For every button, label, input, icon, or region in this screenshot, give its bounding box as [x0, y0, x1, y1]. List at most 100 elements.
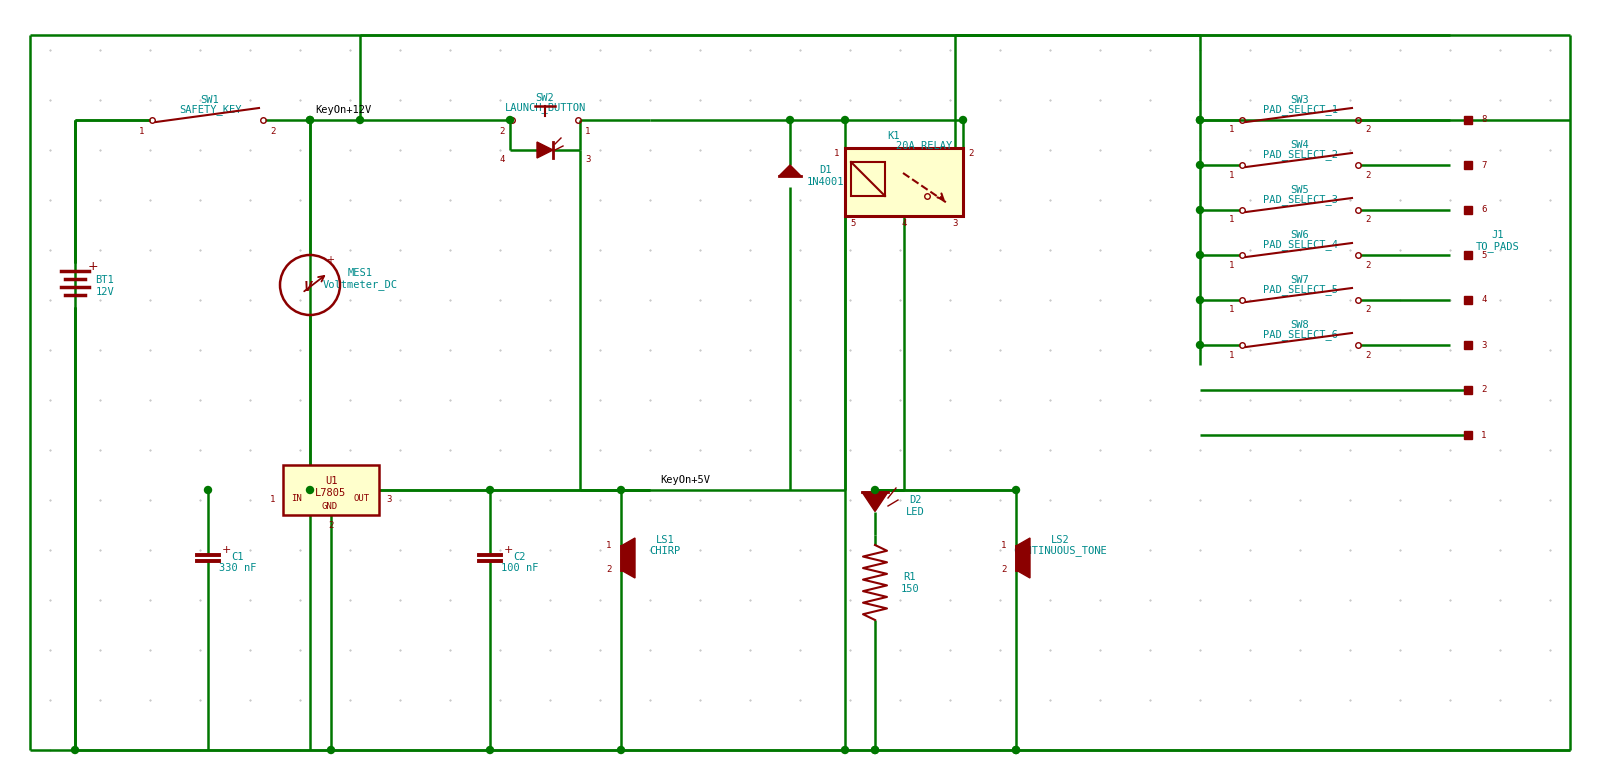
- Text: 4: 4: [901, 220, 907, 228]
- Text: 20A RELAY: 20A RELAY: [896, 141, 952, 151]
- Circle shape: [842, 117, 848, 124]
- Circle shape: [872, 747, 878, 754]
- Text: 7: 7: [1482, 160, 1486, 170]
- Circle shape: [357, 117, 363, 124]
- Text: 6: 6: [1482, 206, 1486, 214]
- Text: CONTINUOUS_TONE: CONTINUOUS_TONE: [1013, 546, 1107, 557]
- Text: KeyOn+12V: KeyOn+12V: [315, 105, 371, 115]
- Text: K1: K1: [888, 131, 901, 141]
- Text: SW1: SW1: [200, 95, 219, 105]
- Circle shape: [1197, 296, 1203, 303]
- Text: 4: 4: [499, 156, 504, 164]
- Text: U1: U1: [325, 476, 338, 486]
- Text: J1: J1: [1491, 230, 1504, 240]
- Text: PAD_SELECT_2: PAD_SELECT_2: [1262, 149, 1338, 160]
- Text: GND: GND: [322, 502, 338, 511]
- Circle shape: [507, 117, 514, 124]
- Text: KeyOn+5V: KeyOn+5V: [661, 475, 710, 485]
- Text: 2: 2: [1365, 125, 1371, 135]
- Text: 1: 1: [1229, 216, 1235, 224]
- Text: 100 nF: 100 nF: [501, 563, 539, 573]
- Circle shape: [486, 486, 493, 493]
- Text: 1: 1: [1002, 541, 1006, 551]
- Text: V: V: [304, 280, 312, 294]
- Circle shape: [307, 486, 314, 493]
- Circle shape: [872, 747, 878, 754]
- Text: SW3: SW3: [1291, 95, 1309, 105]
- Text: 2: 2: [270, 127, 275, 137]
- Text: PAD_SELECT_4: PAD_SELECT_4: [1262, 239, 1338, 250]
- Circle shape: [307, 117, 314, 124]
- Text: D2: D2: [909, 495, 922, 505]
- Text: MES1: MES1: [347, 268, 373, 278]
- Text: 8: 8: [1482, 116, 1486, 124]
- Text: CHIRP: CHIRP: [650, 546, 680, 556]
- Circle shape: [618, 486, 624, 493]
- Circle shape: [205, 486, 211, 493]
- Text: PAD_SELECT_6: PAD_SELECT_6: [1262, 329, 1338, 340]
- Text: 2: 2: [968, 149, 974, 157]
- Text: 1: 1: [1229, 306, 1235, 314]
- Text: 1: 1: [1229, 350, 1235, 360]
- Text: 3: 3: [1482, 340, 1486, 350]
- Text: LS1: LS1: [656, 535, 674, 545]
- Text: SW5: SW5: [1291, 185, 1309, 195]
- Circle shape: [1197, 206, 1203, 213]
- Text: +: +: [504, 545, 514, 555]
- Text: 1: 1: [586, 127, 590, 137]
- Text: 150: 150: [901, 584, 920, 594]
- Text: LS2: LS2: [1051, 535, 1069, 545]
- Polygon shape: [862, 492, 888, 511]
- Circle shape: [960, 117, 966, 124]
- Text: +: +: [222, 545, 232, 555]
- Bar: [851, 162, 885, 196]
- Text: C2: C2: [514, 552, 526, 562]
- Text: 1: 1: [1229, 170, 1235, 180]
- Circle shape: [1197, 342, 1203, 349]
- Text: 1: 1: [1229, 260, 1235, 270]
- Text: 3: 3: [952, 220, 958, 228]
- Circle shape: [842, 747, 848, 754]
- Text: IN: IN: [291, 494, 302, 503]
- Circle shape: [1013, 747, 1019, 754]
- Circle shape: [72, 747, 78, 754]
- Text: LED: LED: [906, 507, 925, 517]
- Text: 5: 5: [850, 220, 856, 228]
- Text: SW2: SW2: [536, 93, 554, 103]
- Bar: [283, 465, 379, 515]
- Text: PAD_SELECT_3: PAD_SELECT_3: [1262, 195, 1338, 206]
- Text: 1: 1: [270, 496, 275, 504]
- Text: Voltmeter_DC: Voltmeter_DC: [323, 279, 397, 290]
- Circle shape: [328, 747, 334, 754]
- Text: TO_PADS: TO_PADS: [1477, 242, 1520, 253]
- Text: 1: 1: [1229, 125, 1235, 135]
- Circle shape: [872, 486, 878, 493]
- Circle shape: [307, 117, 314, 124]
- Text: L7805: L7805: [315, 488, 347, 498]
- Polygon shape: [779, 165, 802, 176]
- Text: LAUNCH_BUTTON: LAUNCH_BUTTON: [504, 102, 586, 113]
- Text: 2: 2: [606, 565, 611, 575]
- Circle shape: [618, 747, 624, 754]
- Polygon shape: [1016, 538, 1030, 578]
- Circle shape: [1197, 162, 1203, 168]
- Text: 2: 2: [1365, 170, 1371, 180]
- Text: 2: 2: [1482, 386, 1486, 394]
- Text: 2: 2: [1365, 306, 1371, 314]
- Text: 5: 5: [1482, 250, 1486, 260]
- Text: OUT: OUT: [354, 494, 370, 503]
- Text: SAFETY_KEY: SAFETY_KEY: [179, 105, 242, 116]
- Text: 330 nF: 330 nF: [219, 563, 256, 573]
- Text: 1: 1: [139, 127, 144, 137]
- Text: +: +: [88, 260, 98, 274]
- Text: 2: 2: [1002, 565, 1006, 575]
- Text: 2: 2: [1365, 350, 1371, 360]
- Polygon shape: [538, 142, 554, 158]
- Circle shape: [1197, 117, 1203, 124]
- Circle shape: [1013, 486, 1019, 493]
- Circle shape: [1197, 117, 1203, 124]
- Bar: [845, 148, 963, 216]
- Text: C1: C1: [232, 552, 245, 562]
- Text: 2: 2: [1365, 260, 1371, 270]
- Circle shape: [486, 747, 493, 754]
